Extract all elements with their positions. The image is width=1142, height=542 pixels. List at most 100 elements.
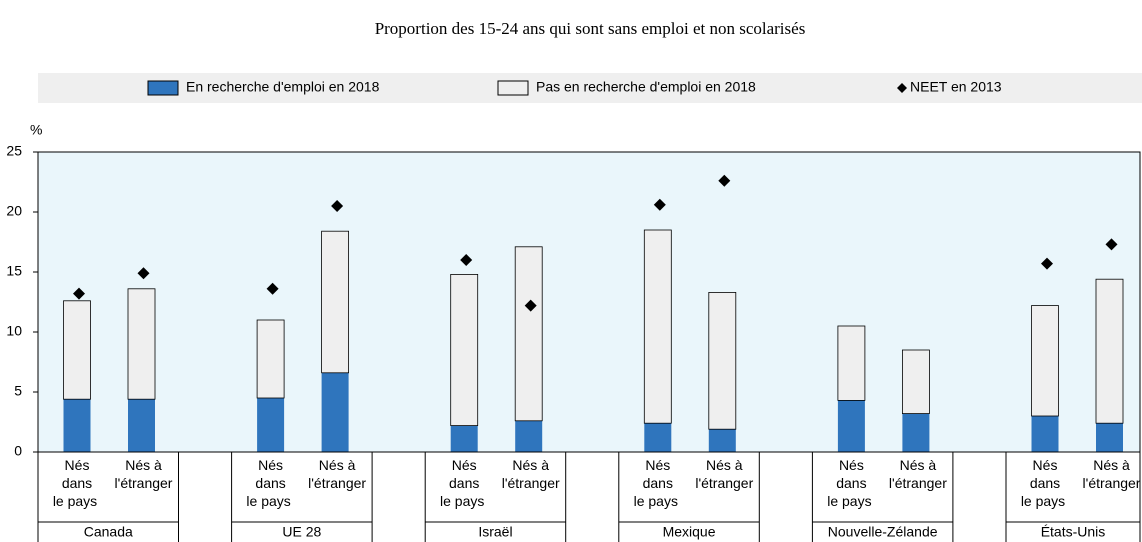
x-sub-label-line: l'étranger [889, 475, 947, 491]
x-sub-label-line: Nés à [512, 457, 549, 473]
x-sub-label-line: l'étranger [115, 475, 173, 491]
x-group-label: Nouvelle-Zélande [828, 524, 938, 540]
x-sub-label-line: l'étranger [695, 475, 753, 491]
x-sub-label: Nés à l'étranger [1083, 457, 1141, 491]
x-sub-label: Nés dans le pays [1021, 457, 1065, 509]
legend-swatch [497, 80, 529, 96]
marker [137, 267, 150, 280]
x-sub-label-line: Nés à [319, 457, 356, 473]
x-sub-label-line: dans [643, 475, 673, 491]
marker [331, 200, 344, 212]
bar-segment [321, 230, 350, 374]
legend-swatch [147, 80, 179, 96]
marker [73, 287, 85, 300]
marker [266, 282, 279, 295]
bar-segment [63, 300, 91, 400]
x-sub-label-line: l'étranger [502, 475, 560, 491]
bar-segment [321, 372, 349, 452]
bar-segment [1095, 278, 1124, 424]
x-sub-label-line: Nés à [900, 457, 937, 473]
x-sub-label: Nés dans le pays [53, 457, 97, 509]
x-sub-label: Nés dans le pays [246, 457, 290, 509]
y-tick-label: 25 [6, 143, 22, 159]
bar-segment [644, 423, 672, 452]
x-sub-label-line: le pays [827, 493, 871, 509]
x-sub-label-line: Nés à [1093, 457, 1130, 473]
chart-title: Proportion des 15-24 ans qui sont sans e… [375, 19, 806, 38]
x-sub-label-line: Nés [1033, 457, 1058, 473]
x-sub-label: Nés à l'étranger [115, 457, 173, 491]
bar-segment [902, 349, 930, 414]
y-tick-label: 10 [6, 323, 22, 339]
x-group-label: Mexique [663, 524, 716, 540]
x-group-label: UE 28 [282, 524, 321, 540]
legend-label: En recherche d'emploi en 2018 [186, 79, 380, 95]
x-group-label: Israël [478, 524, 512, 540]
bar-segment [450, 425, 478, 452]
bar-segment [902, 413, 930, 452]
marker [460, 254, 473, 266]
x-sub-label-line: le pays [634, 493, 678, 509]
bar-segment [127, 288, 156, 400]
marker [1105, 238, 1118, 251]
bar-segment [837, 325, 866, 401]
x-sub-label: Nés à l'étranger [889, 457, 947, 491]
x-sub-label: Nés à l'étranger [695, 457, 753, 491]
x-sub-label: Nés dans le pays [634, 457, 678, 509]
y-tick-label: 15 [6, 263, 22, 279]
x-sub-label-line: Nés à [706, 457, 743, 473]
bar-segment [515, 420, 543, 452]
bar-segment [256, 319, 285, 399]
plot-area [38, 152, 1140, 452]
bar-segment [837, 400, 865, 452]
x-sub-label-line: Nés [839, 457, 864, 473]
x-sub-label-line: dans [449, 475, 479, 491]
marker [653, 198, 666, 211]
bar-segment [450, 273, 479, 426]
x-group-label: États-Unis [1041, 524, 1106, 540]
x-sub-label-line: dans [62, 475, 92, 491]
bar-segment [63, 399, 91, 452]
x-sub-label: Nés à l'étranger [308, 457, 366, 491]
bar-segment [1031, 416, 1059, 452]
x-sub-label-line: l'étranger [308, 475, 366, 491]
y-tick-label: 20 [6, 203, 22, 219]
legend-label: Pas en recherche d'emploi en 2018 [536, 79, 756, 95]
bar-segment [514, 246, 543, 422]
y-tick-label: 5 [14, 383, 22, 399]
marker [524, 299, 537, 312]
bar-segment [257, 398, 285, 452]
marker [1041, 257, 1053, 270]
x-sub-label-line: Nés [452, 457, 477, 473]
x-sub-label-line: le pays [440, 493, 484, 509]
x-sub-label-line: l'étranger [1083, 475, 1141, 491]
x-sub-label-line: Nés [645, 457, 670, 473]
x-sub-label-line: le pays [53, 493, 97, 509]
bar-segment [708, 291, 737, 430]
x-sub-label-line: dans [836, 475, 866, 491]
x-group-label: Canada [84, 524, 133, 540]
plot-frame [37, 151, 1141, 453]
bar-segment [708, 429, 736, 452]
bar-segment [643, 229, 672, 424]
x-sub-label-line: Nés [65, 457, 90, 473]
marker [718, 174, 731, 187]
legend-marker [897, 83, 907, 93]
x-sub-label: Nés dans le pays [440, 457, 484, 509]
legend-label: NEET en 2013 [910, 79, 1002, 95]
x-sub-label-line: dans [255, 475, 285, 491]
y-tick-label: 0 [14, 443, 22, 459]
bar-segment [1031, 305, 1059, 417]
legend-band [38, 73, 1142, 103]
x-sub-label: Nés dans le pays [827, 457, 871, 509]
x-sub-label-line: le pays [246, 493, 290, 509]
x-sub-label-line: le pays [1021, 493, 1065, 509]
bar-segment [128, 399, 155, 452]
bar-segment [1096, 423, 1123, 452]
y-axis-label: % [30, 122, 42, 138]
x-sub-label-line: Nés [258, 457, 283, 473]
x-sub-label-line: Nés à [125, 457, 162, 473]
x-sub-label: Nés à l'étranger [502, 457, 560, 491]
x-sub-label-line: dans [1030, 475, 1060, 491]
